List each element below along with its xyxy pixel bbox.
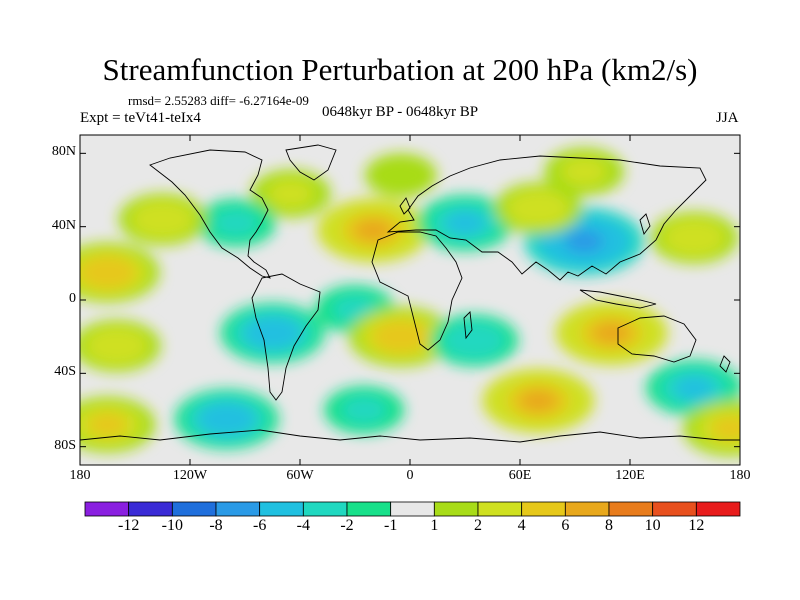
- coast-africa: [371, 231, 463, 351]
- anomaly-15-band-2: [455, 329, 493, 352]
- lon-label: 120E: [615, 468, 645, 483]
- coast-eurasia: [386, 155, 707, 281]
- colorbar-label: -2: [340, 517, 354, 534]
- coast-indonesia: [579, 289, 657, 309]
- colorbar-label: 1: [430, 517, 439, 534]
- colorbar-swatch: [608, 501, 654, 517]
- season-label: JJA: [716, 110, 739, 126]
- axis-ticks: [79, 135, 741, 465]
- colorbar-swatch: [477, 501, 523, 517]
- anomaly-16-band-3: [593, 322, 631, 344]
- colorbar: [84, 501, 741, 517]
- colorbar-swatch: [695, 501, 741, 517]
- coast-japan: [639, 213, 651, 235]
- lon-label: 180: [729, 468, 751, 483]
- colorbar-swatch: [521, 501, 566, 517]
- colorbar-label: -4: [296, 517, 310, 534]
- anomaly-17-band-2: [674, 376, 715, 400]
- colorbar-swatch: [652, 501, 697, 517]
- coast-australia: [617, 315, 697, 363]
- lon-label: 60E: [508, 468, 532, 483]
- anomaly-14-band-3: [383, 326, 419, 348]
- colorbar-label: 6: [561, 517, 570, 534]
- colorbar-label: 10: [644, 517, 661, 534]
- anomaly-12-band-3: [255, 322, 290, 344]
- colorbar-swatch: [128, 501, 173, 517]
- colorbar-swatch: [171, 501, 217, 517]
- coast-madagascar: [463, 311, 473, 340]
- colorbar-label: -10: [161, 517, 183, 534]
- coast-south-america: [251, 273, 321, 401]
- anomaly-2-band-1: [267, 179, 314, 208]
- colorbar-label: 12: [688, 517, 705, 534]
- anomaly-4-band-2: [143, 208, 182, 231]
- anomaly-6-band-2: [445, 211, 485, 235]
- anomaly-field: [80, 147, 740, 457]
- colorbar-label: -6: [252, 517, 267, 534]
- coast-uk: [399, 197, 411, 215]
- stats-text: rmsd= 2.55283 diff= -6.27164e-09: [128, 93, 309, 108]
- coast-new-zealand: [719, 355, 731, 373]
- colorbar-swatch: [390, 501, 435, 517]
- coast-north-america: [149, 149, 271, 279]
- colorbar-swatch: [302, 501, 348, 517]
- anomaly-1-band-1: [379, 162, 422, 189]
- coastlines: [80, 144, 740, 443]
- colorbar-label: 2: [474, 517, 482, 534]
- anomaly-20-band-1: [341, 396, 388, 424]
- anomaly-22-band-2: [87, 412, 128, 437]
- anomaly-5-band-3: [354, 219, 392, 242]
- lon-label: 60W: [286, 468, 314, 483]
- colorbar-label: -12: [117, 517, 140, 534]
- colorbar-swatch: [564, 501, 610, 517]
- lon-label: 120W: [172, 468, 208, 483]
- anomaly-9-band-2: [675, 226, 713, 250]
- anomaly-3-band-1: [212, 209, 259, 237]
- coast-greenland: [285, 144, 337, 181]
- lat-label: 40S: [54, 364, 76, 380]
- colorbar-label: 4: [517, 517, 526, 534]
- anomaly-21-band-2: [710, 416, 740, 441]
- anomaly-11-band-2: [98, 334, 136, 358]
- anomaly-7-band-3: [564, 229, 604, 253]
- colorbar-label: -1: [383, 517, 398, 534]
- colorbar-swatch: [84, 501, 130, 517]
- coast-antarctica: [80, 429, 740, 443]
- colorbar-swatch: [215, 501, 261, 517]
- lat-label: 40N: [51, 217, 76, 233]
- period-label: 0648kyr BP - 0648kyr BP: [321, 104, 479, 120]
- colorbar-swatch: [259, 501, 304, 517]
- anomaly-19-band-3: [209, 408, 245, 430]
- lat-label: 80S: [54, 437, 76, 453]
- colorbar-label: -8: [209, 517, 223, 534]
- anomaly-18-band-3: [519, 389, 557, 412]
- anomaly-10-band-3: [90, 262, 125, 283]
- anomaly-8-band-2: [519, 197, 557, 220]
- anomaly-0-band-1: [561, 157, 608, 186]
- experiment-label: Expt = teVt41-teIx4: [80, 110, 201, 126]
- colorbar-swatch: [346, 501, 392, 517]
- map-title: Streamfunction Perturbation at 200 hPa (…: [102, 52, 698, 87]
- lat-label: 0: [69, 291, 76, 306]
- lat-label: 80N: [51, 144, 76, 160]
- colorbar-label: 8: [605, 517, 613, 534]
- lon-label: 180: [69, 468, 91, 483]
- lon-label: 0: [406, 468, 414, 483]
- colorbar-swatch: [433, 501, 479, 517]
